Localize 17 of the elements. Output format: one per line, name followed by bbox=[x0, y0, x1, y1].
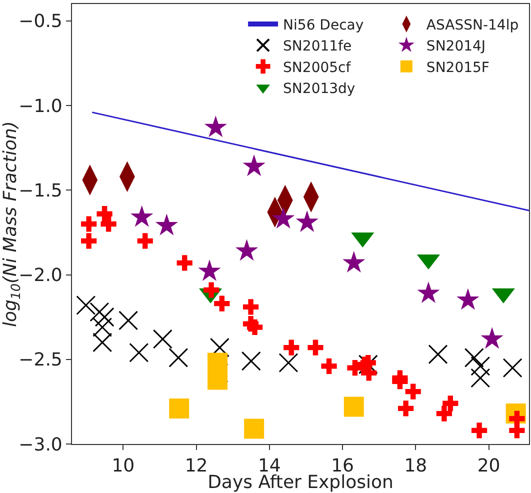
y-tick-label: −0.5 bbox=[18, 11, 62, 32]
y-tick-label: −3.0 bbox=[18, 434, 62, 456]
y-tick-label: −2.5 bbox=[18, 350, 62, 371]
legend-label: ASASSN-14lp bbox=[426, 17, 519, 34]
legend-label: SN2005cf bbox=[283, 60, 352, 76]
legend-label: SN2011fe bbox=[283, 38, 352, 55]
legend-label: Ni56 Decay bbox=[283, 17, 364, 34]
y-tick-label: −1.0 bbox=[18, 96, 62, 117]
legend-label: SN2014J bbox=[426, 38, 486, 55]
x-tick-label: 12 bbox=[184, 456, 208, 477]
x-tick-label: 18 bbox=[404, 456, 428, 477]
legend-label: SN2013dy bbox=[283, 81, 356, 98]
x-tick-label: 10 bbox=[112, 456, 135, 477]
y-tick-label: −1.5 bbox=[18, 180, 62, 202]
x-tick-label: 20 bbox=[477, 456, 500, 477]
legend-label: SN2015F bbox=[426, 60, 490, 76]
y-tick-label: −2.0 bbox=[18, 265, 62, 286]
